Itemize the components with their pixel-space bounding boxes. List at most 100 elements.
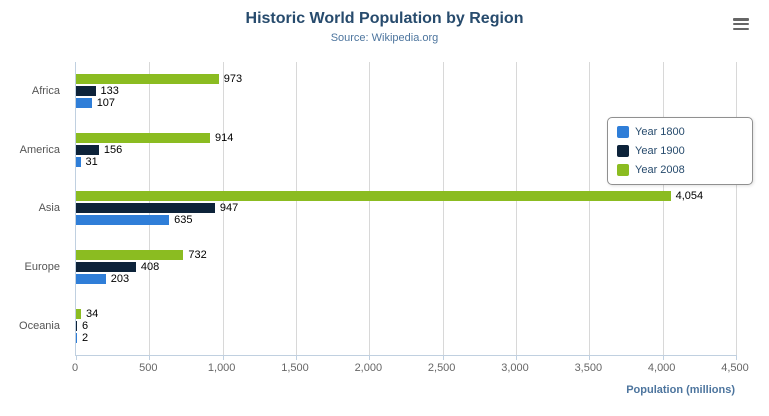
bar-year-1800[interactable] [76, 156, 81, 167]
x-axis-tick [442, 355, 444, 360]
bar-row: 408 [76, 261, 736, 274]
x-tick-label: 3,000 [501, 362, 529, 374]
bar-value-label: 4,054 [675, 190, 704, 203]
legend-symbol [617, 126, 629, 138]
bar-value-label: 156 [103, 143, 123, 156]
x-axis-tick [662, 355, 664, 360]
gridline [736, 62, 737, 355]
x-tick-labels: 0 500 1,000 1,500 2,000 2,500 3,000 3,500 4,000 4… [71, 362, 749, 376]
x-axis-tick [149, 355, 151, 360]
x-axis-title: Population (millions) [626, 384, 735, 396]
x-tick-label: 1,500 [281, 362, 309, 374]
bar-value-label: 6 [82, 319, 89, 332]
bar-value-label: 732 [188, 249, 207, 262]
x-tick-label: 2,000 [354, 362, 383, 374]
x-axis-tick [369, 355, 371, 360]
bar-row: 2 [76, 331, 736, 344]
legend-symbol [617, 145, 629, 157]
legend-item-year-2008[interactable]: Year 2008 [617, 162, 743, 178]
plot-area: 973 133 107 914 156 31 4,054 947 635 732 408 203 34 6… [75, 62, 737, 360]
bar-value-label: 635 [174, 214, 193, 227]
category-label: America [19, 143, 60, 156]
legend-label: Year 2008 [635, 164, 685, 176]
bar-row: 156 [76, 143, 736, 156]
x-tick-label: 3,500 [574, 362, 603, 374]
bar-row: 732 [76, 249, 736, 262]
legend-label: Year 1800 [635, 126, 685, 138]
gridline [589, 62, 591, 355]
bar-group: 34 6 2 [76, 296, 736, 355]
bar-value-label: 203 [110, 273, 130, 286]
bar-year-2008[interactable] [76, 250, 184, 261]
bar-group: 4,054 947 635 [76, 179, 736, 238]
x-tick-label: 1,000 [207, 362, 236, 374]
category-label: Europe [24, 261, 60, 274]
menu-icon-bar [733, 18, 749, 21]
bar-year-1800[interactable] [76, 332, 77, 343]
x-tick-label: 4,000 [647, 362, 676, 374]
bar-group: 914 156 31 [76, 121, 736, 180]
x-tick-label: 500 [139, 362, 158, 374]
bar-value-label: 107 [96, 97, 116, 110]
bar-group: 732 408 203 [76, 238, 736, 297]
bar-year-1900[interactable] [76, 203, 215, 214]
bar-value-label: 947 [219, 202, 239, 215]
legend-symbol [617, 164, 629, 176]
x-tick-label: 4,500 [721, 362, 749, 374]
x-axis-tick [76, 355, 77, 360]
menu-icon-bar [733, 22, 749, 26]
category-labels: Africa America Asia Europe Oceania [0, 62, 70, 355]
hamburger-menu-icon[interactable] [733, 18, 749, 30]
bar-row: 107 [76, 97, 736, 110]
bar-year-1900[interactable] [76, 262, 136, 273]
bar-row: 635 [76, 214, 736, 227]
gridline [516, 62, 517, 355]
x-tick-label: 2,500 [427, 362, 456, 374]
bar-value-label: 133 [100, 85, 119, 98]
bar-value-label: 973 [223, 73, 243, 86]
bar-value-label: 914 [215, 131, 234, 144]
bar-row: 203 [76, 273, 736, 286]
category-label: Asia [38, 202, 60, 215]
legend-item-year-1900[interactable]: Year 1900 [617, 143, 743, 159]
gridline [296, 62, 297, 355]
bar-year-1900[interactable] [76, 144, 99, 155]
x-axis-tick [296, 355, 297, 360]
bar-row: 914 [76, 131, 736, 144]
chart-subtitle: Source: Wikipedia.org [330, 32, 439, 44]
bar-year-2008[interactable] [76, 74, 219, 85]
bar-value-label: 31 [85, 155, 98, 168]
bar-group: 973 133 107 [76, 62, 736, 121]
bar-year-2008[interactable] [76, 308, 81, 319]
bar-year-2008[interactable] [76, 191, 671, 202]
bar-year-1800[interactable] [76, 215, 170, 226]
x-axis-tick [736, 355, 737, 360]
legend-items: Year 1800 Year 1900 Year 2008 [617, 124, 743, 178]
bar-value-label: 2 [82, 331, 89, 344]
bar-year-1900[interactable] [76, 86, 96, 97]
bar-row: 947 [76, 202, 736, 215]
chart-title: Historic World Population by Region [245, 10, 524, 27]
bar-row: 6 [76, 319, 736, 332]
x-tick-label: 0 [71, 362, 79, 374]
bar-row: 34 [76, 307, 736, 320]
menu-icon-bar [733, 27, 749, 30]
category-label: Oceania [19, 319, 60, 332]
bar-row: 133 [76, 85, 736, 98]
gridline [442, 62, 444, 355]
bar-year-1800[interactable] [76, 98, 92, 109]
bar-year-1800[interactable] [76, 274, 106, 285]
bar-groups: 973 133 107 914 156 31 4,054 947 635 732 408 203 34 6… [76, 62, 736, 355]
bar-row: 973 [76, 73, 736, 86]
category-label: Africa [31, 85, 60, 98]
bar-year-2008[interactable] [76, 132, 211, 143]
legend-label: Year 1900 [635, 145, 685, 157]
x-axis-tick [222, 355, 224, 360]
bar-value-label: 408 [140, 261, 160, 274]
bar-year-1900[interactable] [76, 320, 77, 331]
bar-row: 4,054 [76, 190, 736, 203]
legend-item-year-1800[interactable]: Year 1800 [617, 124, 743, 140]
bar-value-label: 34 [85, 307, 99, 320]
bar-row: 31 [76, 155, 736, 168]
